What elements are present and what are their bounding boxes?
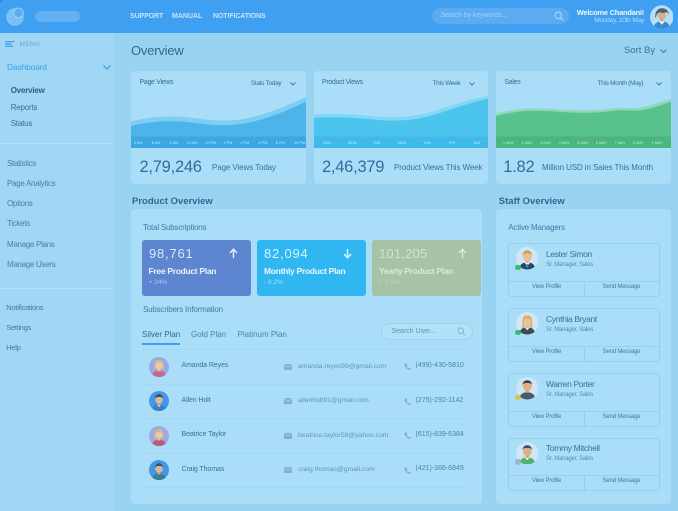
svg-text:12 PM: 12 PM: [205, 141, 216, 145]
svg-text:2 PM: 2 PM: [223, 141, 232, 145]
svg-text:3 MAY: 3 MAY: [540, 140, 552, 144]
svg-text:6 MAY: 6 MAY: [595, 140, 607, 144]
svg-text:10 AM: 10 AM: [186, 141, 197, 145]
svg-text:5 MAY: 5 MAY: [577, 140, 589, 144]
svg-text:9 MAY: 9 MAY: [651, 140, 663, 144]
svg-text:SAT: SAT: [473, 140, 481, 144]
svg-text:8 MAY: 8 MAY: [633, 140, 645, 144]
svg-text:1 MAY: 1 MAY: [502, 140, 514, 144]
svg-text:6 AM: 6 AM: [152, 141, 161, 145]
svg-text:10 PM: 10 PM: [294, 141, 305, 145]
svg-text:6 PM: 6 PM: [258, 141, 267, 145]
svg-text:THU: THU: [423, 140, 431, 144]
svg-text:4 PM: 4 PM: [240, 141, 249, 145]
svg-text:2 MAY: 2 MAY: [521, 140, 533, 144]
svg-text:MON: MON: [347, 140, 356, 144]
svg-text:8 AM: 8 AM: [169, 141, 178, 145]
svg-text:WED: WED: [397, 140, 406, 144]
svg-text:7 MAY: 7 MAY: [614, 140, 626, 144]
svg-text:SUN: SUN: [323, 140, 331, 144]
svg-text:4 AM: 4 AM: [134, 141, 143, 145]
svg-text:FRI: FRI: [448, 140, 454, 144]
svg-text:4 MAY: 4 MAY: [558, 140, 570, 144]
svg-text:TUE: TUE: [373, 140, 381, 144]
svg-text:8 PM: 8 PM: [276, 141, 285, 145]
